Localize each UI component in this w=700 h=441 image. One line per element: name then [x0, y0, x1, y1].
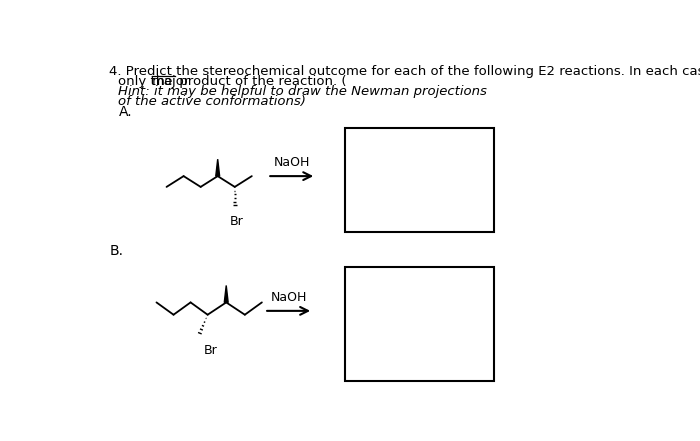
- Text: Br: Br: [204, 344, 218, 357]
- Text: product of the reaction. (: product of the reaction. (: [175, 75, 346, 88]
- Bar: [345, 267, 494, 381]
- Polygon shape: [224, 285, 228, 303]
- Text: major: major: [152, 75, 190, 88]
- Text: A.: A.: [118, 105, 132, 119]
- Text: Hint: it may be helpful to draw the Newman projections: Hint: it may be helpful to draw the Newm…: [118, 85, 487, 98]
- Text: of the active conformations): of the active conformations): [118, 95, 307, 108]
- Text: 4. Predict the stereochemical outcome for each of the following E2 reactions. In: 4. Predict the stereochemical outcome fo…: [109, 65, 700, 78]
- Text: only the: only the: [118, 75, 177, 88]
- Bar: [345, 127, 494, 232]
- Text: NaOH: NaOH: [270, 291, 307, 304]
- Text: B.: B.: [109, 244, 123, 258]
- Polygon shape: [216, 159, 220, 176]
- Text: NaOH: NaOH: [274, 156, 310, 169]
- Text: Br: Br: [230, 215, 244, 228]
